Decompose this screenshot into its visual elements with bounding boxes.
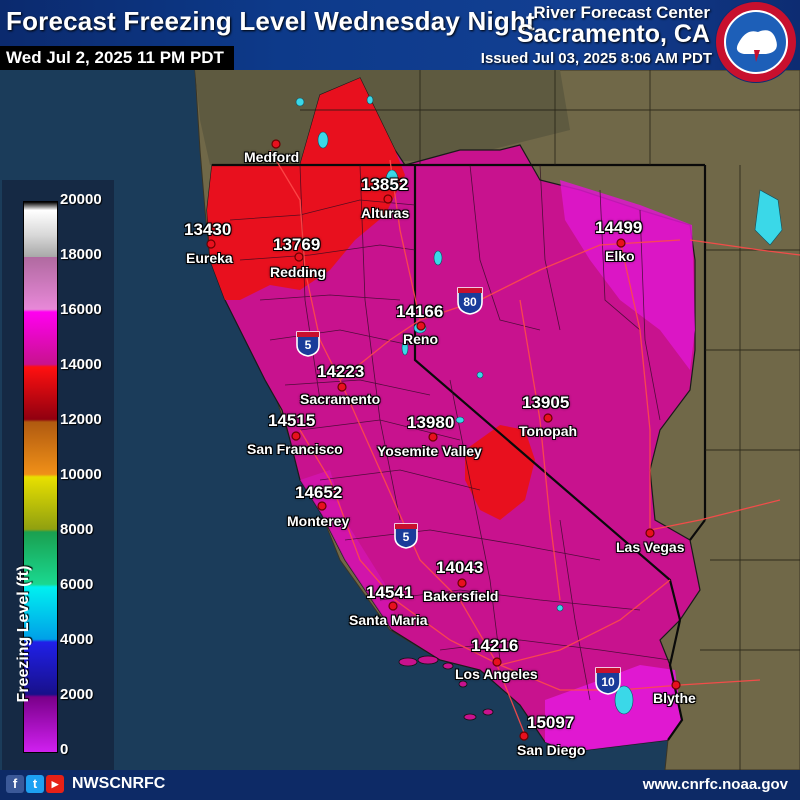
label-yosemite-valley: Yosemite Valley — [377, 443, 482, 459]
legend-tick-2000: 2000 — [60, 686, 94, 703]
highways-network — [269, 149, 800, 736]
value-sacramento: 14223 — [317, 362, 365, 381]
label-reno: Reno — [403, 331, 438, 347]
marker-redding — [294, 252, 304, 262]
value-santa-maria: 14541 — [366, 583, 414, 602]
marker-san-diego — [519, 731, 529, 741]
marker-las-vegas — [645, 528, 655, 538]
social-handle[interactable]: NWSCNRFC — [72, 775, 166, 792]
nws-logo-icon — [715, 1, 797, 83]
label-los-angeles: Los Angeles — [455, 666, 538, 682]
legend-color-bar — [23, 201, 58, 753]
value-san-francisco: 14515 — [268, 411, 316, 430]
color-legend: 20000 18000 16000 14000 12000 10000 8000… — [2, 180, 114, 770]
label-blythe: Blythe — [653, 690, 696, 706]
label-las-vegas: Las Vegas — [616, 539, 685, 555]
value-yosemite-valley: 13980 — [407, 413, 455, 432]
label-sacramento: Sacramento — [300, 391, 381, 407]
value-los-angeles: 14216 — [471, 636, 519, 655]
value-elko: 14499 — [595, 218, 643, 237]
header-bar: Forecast Freezing Level Wednesday Night … — [0, 0, 800, 83]
value-reno: 14166 — [396, 302, 444, 321]
label-san-francisco: San Francisco — [247, 441, 343, 457]
interstate-shields: 80 5 5 10 — [296, 287, 621, 695]
label-santa-maria: Santa Maria — [349, 612, 428, 628]
interstate-10-shield: 10 — [595, 667, 621, 695]
marker-eureka — [206, 239, 216, 249]
value-alturas: 13852 — [361, 175, 409, 194]
marker-santa-maria — [388, 601, 398, 611]
legend-tick-16000: 16000 — [60, 301, 102, 318]
interstate-10-label: 10 — [601, 675, 615, 689]
label-eureka: Eureka — [186, 250, 233, 266]
forecast-band-15000-16000-south — [545, 665, 682, 752]
agency-location: Sacramento, CA — [516, 20, 710, 48]
label-monterey: Monterey — [287, 513, 350, 529]
value-redding: 13769 — [273, 235, 321, 254]
legend-tick-14000: 14000 — [60, 356, 102, 373]
marker-blythe — [671, 680, 681, 690]
label-tonopah: Tonopah — [519, 423, 578, 439]
value-monterey: 14652 — [295, 483, 343, 502]
marker-medford — [271, 139, 281, 149]
forecast-band-12000-14000-north — [207, 78, 405, 300]
county-lines — [229, 164, 671, 701]
label-bakersfield: Bakersfield — [423, 588, 499, 604]
value-bakersfield: 14043 — [436, 558, 484, 577]
state-boundaries — [212, 163, 707, 741]
marker-monterey — [317, 501, 327, 511]
map-title: Forecast Freezing Level Wednesday Night — [6, 6, 535, 36]
marker-san-francisco — [291, 431, 301, 441]
legend-tick-12000: 12000 — [60, 411, 102, 428]
oregon-land — [195, 70, 570, 165]
label-medford: Medford — [244, 149, 300, 165]
twitter-icon[interactable]: t — [26, 775, 44, 793]
marker-sacramento — [337, 382, 347, 392]
legend-tick-6000: 6000 — [60, 576, 94, 593]
issued-time: Issued Jul 03, 2025 8:06 AM PDT — [480, 50, 712, 67]
label-redding: Redding — [270, 264, 326, 280]
legend-tick-4000: 4000 — [60, 631, 94, 648]
legend-tick-8000: 8000 — [60, 521, 94, 538]
interstate-5-south-shield: 5 — [394, 523, 418, 549]
outside-county-lines — [300, 70, 800, 770]
interstate-5-north-shield: 5 — [296, 331, 320, 357]
value-san-diego: 15097 — [527, 713, 575, 732]
interstate-5-south-label: 5 — [403, 530, 410, 544]
footer-bar: f t ▸ NWSCNRFC www.cnrfc.noaa.gov — [0, 770, 800, 800]
social-links: f t ▸ — [6, 775, 64, 793]
legend-tick-20000: 20000 — [60, 191, 102, 208]
marker-yosemite-valley — [428, 432, 438, 442]
label-san-diego: San Diego — [517, 742, 586, 758]
label-elko: Elko — [605, 248, 635, 264]
legend-tick-18000: 18000 — [60, 246, 102, 263]
marker-reno — [416, 321, 426, 331]
facebook-icon[interactable]: f — [6, 775, 24, 793]
marker-bakersfield — [457, 578, 467, 588]
marker-elko — [616, 238, 626, 248]
website-link[interactable]: www.cnrfc.noaa.gov — [642, 776, 788, 793]
agency-name: River Forecast Center — [533, 3, 710, 22]
interstate-5-north-label: 5 — [305, 338, 312, 352]
valid-time: Wed Jul 2, 2025 11 PM PDT — [0, 46, 234, 70]
channel-islands — [398, 655, 494, 721]
city-markers — [206, 139, 681, 741]
legend-ticks: 20000 18000 16000 14000 12000 10000 8000… — [2, 180, 114, 770]
legend-tick-10000: 10000 — [60, 466, 102, 483]
legend-title: Freezing Level (ft) — [15, 565, 32, 703]
marker-alturas — [383, 194, 393, 204]
interstate-80-label: 80 — [463, 295, 477, 309]
value-eureka: 13430 — [184, 220, 232, 239]
label-alturas: Alturas — [361, 205, 410, 221]
lakes — [295, 95, 783, 715]
marker-los-angeles — [492, 657, 502, 667]
marker-tonopah — [543, 413, 553, 423]
value-tonopah: 13905 — [522, 393, 570, 412]
interstate-80-shield: 80 — [457, 287, 483, 315]
youtube-icon[interactable]: ▸ — [46, 775, 64, 793]
legend-tick-0: 0 — [60, 741, 69, 758]
